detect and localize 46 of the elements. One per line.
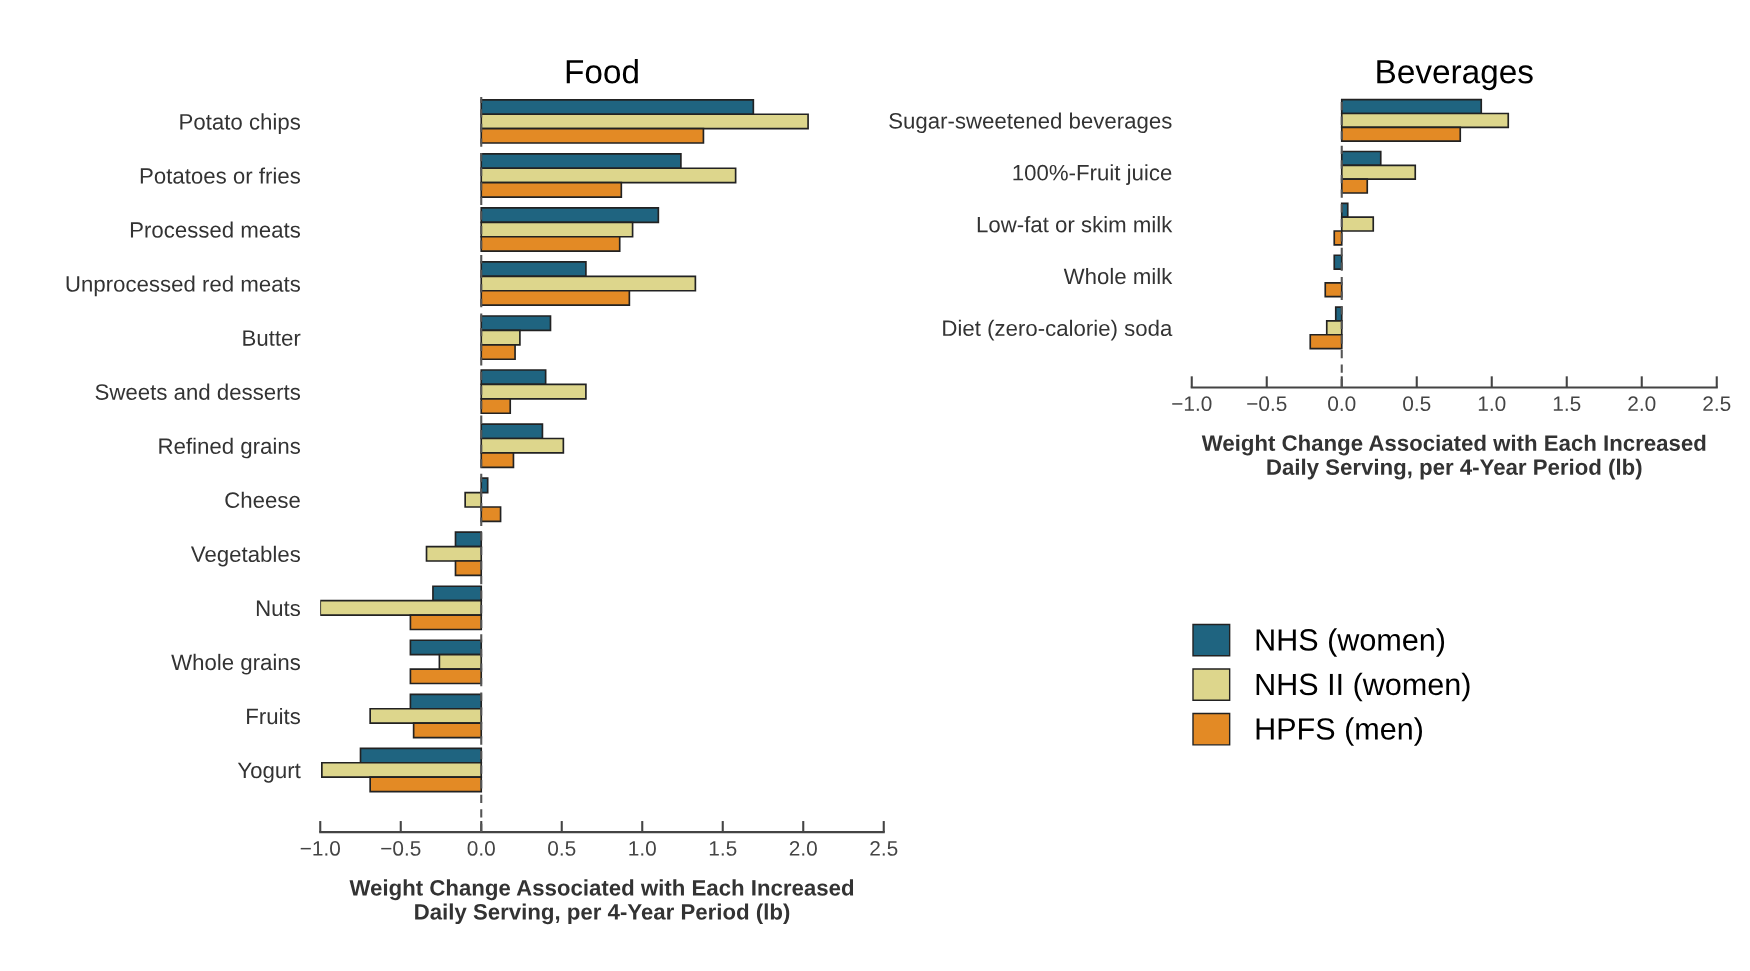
x-tick-label: 1.5 bbox=[1553, 396, 1581, 412]
y-tick-label: Whole grains bbox=[171, 653, 301, 675]
x-tick-label: 2.0 bbox=[789, 841, 817, 856]
chart-title: Beverages bbox=[1377, 60, 1533, 91]
x-tick-label: 0.5 bbox=[1403, 396, 1431, 412]
bar bbox=[480, 477, 489, 494]
x-axis-title: Weight Change Associated with Each Increased Daily Serving, per 4-Year Period (lb) bbox=[1201, 434, 1706, 480]
x-tick-label: 1.5 bbox=[709, 841, 737, 856]
y-tick-label: Yogurt bbox=[237, 762, 301, 783]
y-tick-label: Whole milk bbox=[1063, 267, 1173, 285]
y-tick-label: Sweets and desserts bbox=[95, 383, 301, 400]
legend-label: NHS (women) bbox=[1256, 628, 1445, 657]
legend-label: NHS II (women) bbox=[1256, 672, 1470, 702]
x-tick-label: 2.5 bbox=[1703, 396, 1731, 412]
x-tick-label: −0.5 bbox=[1247, 396, 1287, 412]
x-tick-label: −0.5 bbox=[381, 841, 421, 856]
bar bbox=[464, 491, 483, 508]
legend-label: HPFS (men) bbox=[1256, 717, 1422, 746]
bar bbox=[480, 506, 502, 523]
x-tick-label: −1.0 bbox=[300, 841, 340, 856]
x-tick-label: −1.0 bbox=[1172, 396, 1212, 412]
y-tick-label: Diet (zero-calorie) soda bbox=[943, 319, 1173, 341]
y-tick-label: Potatoes or fries bbox=[140, 167, 301, 184]
y-tick-label: Vegetables bbox=[190, 545, 301, 567]
x-tick-label: 0.5 bbox=[548, 841, 576, 856]
x-tick-label: 1.0 bbox=[1478, 396, 1506, 412]
bar bbox=[1324, 282, 1343, 298]
y-tick-label: 100%-Fruit juice bbox=[1013, 164, 1172, 185]
y-tick-label: Cheese bbox=[225, 491, 300, 509]
x-tick-label: 0.0 bbox=[1328, 396, 1356, 412]
x-tick-label: 2.5 bbox=[870, 841, 898, 856]
y-tick-label: Potato chips bbox=[180, 113, 301, 135]
y-tick-label: Low-fat or skim milk bbox=[977, 216, 1173, 233]
x-tick-label: 1.0 bbox=[629, 841, 656, 856]
bar bbox=[1333, 254, 1343, 270]
x-tick-label: 2.0 bbox=[1628, 396, 1656, 412]
chart-title: Food bbox=[566, 59, 638, 84]
x-tick-label: 0.0 bbox=[467, 841, 495, 856]
y-tick-label: Refined grains bbox=[159, 437, 301, 459]
y-tick-label: Unprocessed red meats bbox=[66, 275, 301, 297]
y-tick-label: Processed meats bbox=[130, 221, 301, 238]
y-tick-label: Butter bbox=[243, 330, 301, 346]
x-axis-title: Weight Change Associated with Each Increased Daily Serving, per 4-Year Period (lb) bbox=[349, 879, 854, 925]
y-tick-label: Fruits bbox=[247, 707, 301, 725]
y-tick-label: Sugar-sweetened beverages bbox=[889, 112, 1172, 134]
y-tick-label: Nuts bbox=[256, 600, 300, 617]
